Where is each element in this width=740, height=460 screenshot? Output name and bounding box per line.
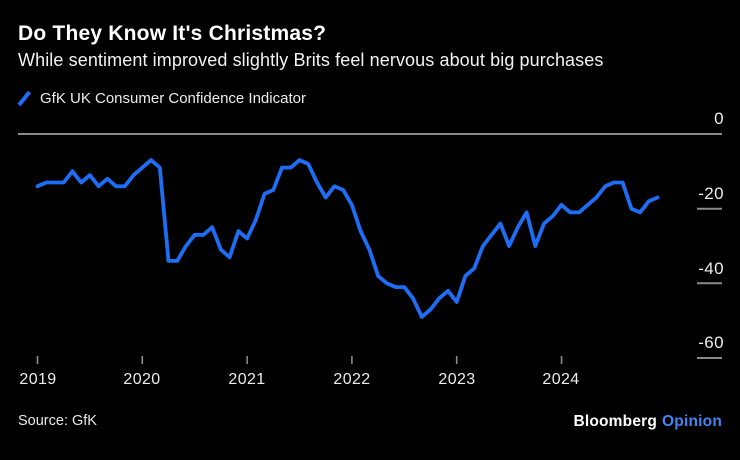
x-axis-label: 2019 bbox=[19, 371, 57, 388]
source-note: Source: GfK bbox=[18, 413, 97, 429]
confidence-line bbox=[35, 158, 660, 319]
x-axis-label: 2024 bbox=[542, 371, 580, 388]
opinion-wordmark: Opinion bbox=[662, 413, 722, 430]
y-axis-label: -20 bbox=[698, 184, 724, 203]
y-axis-label: -40 bbox=[698, 259, 724, 278]
bloomberg-wordmark: Bloomberg bbox=[573, 413, 658, 430]
y-axis-label: 0 bbox=[714, 109, 724, 128]
x-axis-label: 2023 bbox=[438, 371, 476, 388]
x-axis-label: 2021 bbox=[228, 371, 266, 388]
y-axis-label: -60 bbox=[698, 333, 724, 352]
bloomberg-opinion-logo: Bloomberg Opinion bbox=[573, 413, 722, 431]
legend-line-marker-icon bbox=[17, 90, 32, 106]
legend-label: GfK UK Consumer Confidence Indicator bbox=[40, 89, 306, 107]
page-subtitle: While sentiment improved slightly Brits … bbox=[18, 50, 604, 70]
legend: GfK UK Consumer Confidence Indicator bbox=[16, 89, 306, 107]
x-axis-label: 2020 bbox=[123, 371, 161, 388]
x-axis-label: 2022 bbox=[333, 371, 371, 388]
page-title: Do They Know It's Christmas? bbox=[18, 22, 327, 45]
